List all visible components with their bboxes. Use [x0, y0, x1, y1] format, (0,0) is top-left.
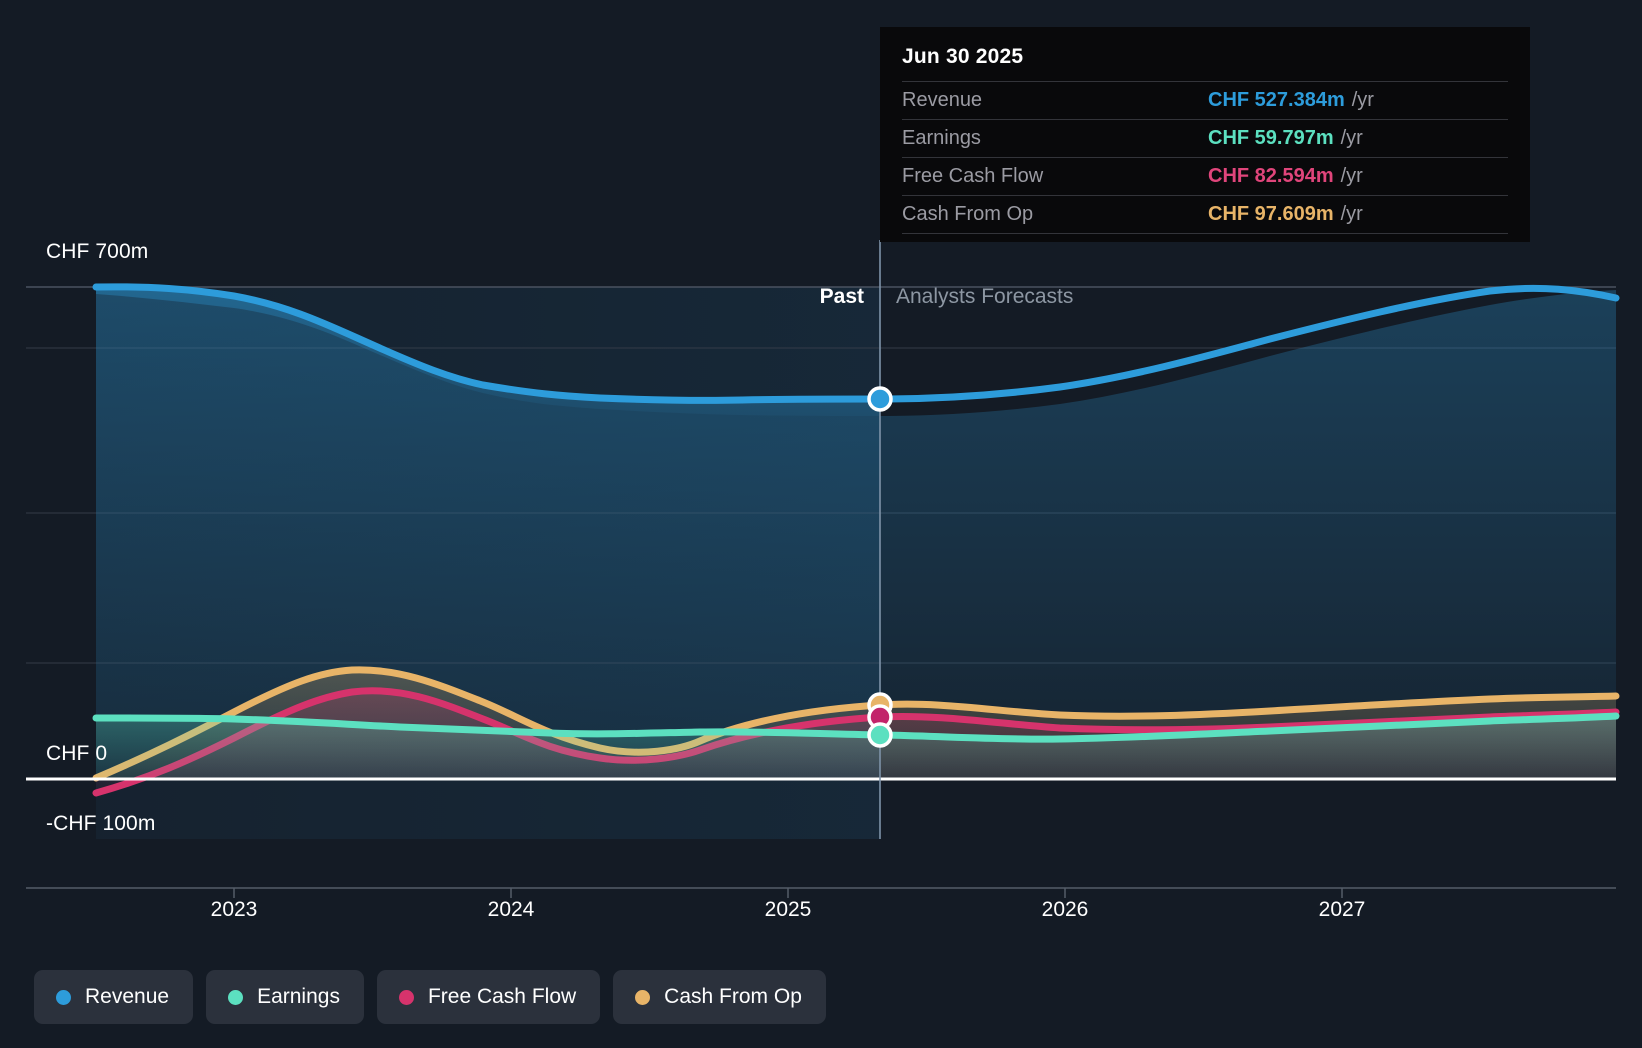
x-axis-tick-2023: 2023 [210, 898, 258, 921]
chart-legend: Revenue Earnings Free Cash Flow Cash Fro… [34, 970, 826, 1024]
marker-revenue[interactable] [867, 386, 893, 412]
tooltip-metric-label: Earnings [902, 127, 981, 149]
tooltip-value-group: CHF 527.384m /yr [1208, 89, 1508, 112]
x-axis-tick-2027: 2027 [1318, 898, 1366, 921]
x-axis-tick-2026: 2026 [1041, 898, 1089, 921]
legend-label: Earnings [257, 985, 340, 1008]
legend-label: Free Cash Flow [427, 985, 577, 1008]
tooltip-row-free-cash-flow: Free Cash Flow CHF 82.594m /yr [902, 157, 1508, 195]
tooltip-metric-label: Free Cash Flow [902, 165, 1044, 187]
tooltip-metric-label: Cash From Op [902, 203, 1034, 225]
legend-label: Cash From Op [664, 985, 802, 1008]
tooltip-value-group: CHF 82.594m /yr [1208, 165, 1508, 188]
tooltip-row-cash-from-op: Cash From Op CHF 97.609m /yr [902, 195, 1508, 234]
tooltip-metric-unit: /yr [1351, 89, 1374, 111]
legend-dot-icon [228, 989, 244, 1005]
x-axis-ticks [233, 888, 1343, 898]
x-axis-tick-2025: 2025 [764, 898, 812, 921]
tooltip-metric-value: CHF 82.594m [1208, 165, 1334, 187]
legend-item-cash-from-op[interactable]: Cash From Op [613, 970, 826, 1024]
tooltip-value-group: CHF 97.609m /yr [1208, 203, 1508, 226]
tooltip-row-revenue: Revenue CHF 527.384m /yr [902, 81, 1508, 119]
tooltip-metric-label: Revenue [902, 89, 983, 111]
legend-dot-icon [398, 989, 414, 1005]
legend-label: Revenue [85, 985, 170, 1008]
x-axis-tick-2024: 2024 [487, 898, 535, 921]
marker-earnings[interactable] [867, 722, 893, 748]
past-region-label: Past [819, 285, 864, 308]
tooltip-metric-unit: /yr [1340, 203, 1363, 225]
tooltip-row-earnings: Earnings CHF 59.797m /yr [902, 119, 1508, 157]
revenue-area-fill [96, 286, 880, 779]
legend-dot-icon [635, 989, 651, 1005]
legend-item-revenue[interactable]: Revenue [34, 970, 194, 1024]
legend-item-earnings[interactable]: Earnings [206, 970, 364, 1024]
y-axis-label-top: CHF 700m [46, 240, 149, 263]
tooltip-metric-value: CHF 527.384m [1208, 89, 1345, 111]
tooltip-value-group: CHF 59.797m /yr [1208, 127, 1508, 150]
y-axis-label-bottom: -CHF 100m [46, 812, 156, 835]
y-axis-label-zero: CHF 0 [46, 742, 108, 765]
tooltip-metric-value: CHF 97.609m [1208, 203, 1334, 225]
data-tooltip: Jun 30 2025 Revenue CHF 527.384m /yr Ear… [880, 27, 1530, 242]
tooltip-metric-unit: /yr [1340, 165, 1363, 187]
forecast-region-label: Analysts Forecasts [896, 285, 1074, 308]
earnings-line [92, 712, 1620, 743]
cash-from-op-line [92, 666, 1620, 782]
tooltip-metric-value: CHF 59.797m [1208, 127, 1334, 149]
legend-item-free-cash-flow[interactable]: Free Cash Flow [376, 970, 601, 1024]
tooltip-date: Jun 30 2025 [902, 45, 1024, 68]
revenue-area-forecast [880, 290, 1616, 779]
tooltip-metric-unit: /yr [1340, 127, 1363, 149]
hover-markers [867, 386, 893, 748]
legend-dot-icon [56, 989, 71, 1005]
revenue-line [92, 283, 1620, 404]
